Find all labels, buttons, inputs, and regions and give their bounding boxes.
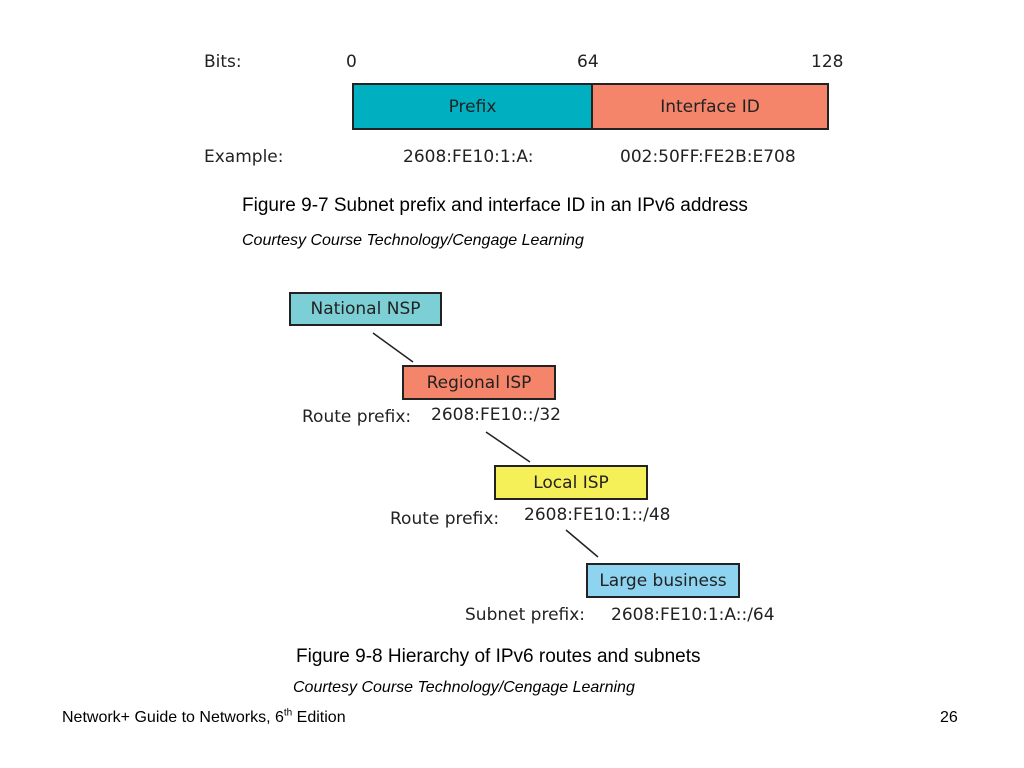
- node-national-nsp-label: National NSP: [310, 299, 421, 319]
- connector-nsp-regional: [372, 332, 414, 363]
- node-local-isp-label: Local ISP: [533, 472, 609, 493]
- node-large-business: Large business: [586, 563, 740, 598]
- page-number: 26: [940, 709, 958, 726]
- subnet-prefix-label: Subnet prefix:: [465, 605, 586, 625]
- route-prefix-value-2: 2608:FE10:1::/48: [524, 505, 671, 525]
- node-regional-isp: Regional ISP: [402, 365, 556, 400]
- figure-9-8-caption: Figure 9-8 Hierarchy of IPv6 routes and …: [296, 646, 701, 667]
- prefix-label: Prefix: [448, 96, 497, 117]
- bit-tick-128: 128: [811, 52, 844, 72]
- connector-regional-local: [485, 431, 531, 463]
- interface-id-label: Interface ID: [660, 96, 760, 117]
- bits-label: Bits:: [204, 52, 242, 72]
- route-prefix-label-1: Route prefix:: [302, 407, 412, 427]
- node-large-business-label: Large business: [599, 570, 727, 591]
- route-prefix-value-1: 2608:FE10::/32: [431, 405, 561, 425]
- subnet-prefix-value: 2608:FE10:1:A::/64: [611, 605, 775, 625]
- node-regional-isp-label: Regional ISP: [426, 372, 532, 393]
- interface-id-segment: Interface ID: [591, 83, 829, 130]
- example-prefix-value: 2608:FE10:1:A:: [403, 147, 534, 167]
- figure-9-7-caption: Figure 9-7 Subnet prefix and interface I…: [242, 195, 748, 216]
- prefix-segment: Prefix: [352, 83, 593, 130]
- node-national-nsp: National NSP: [289, 292, 442, 326]
- footer-title-suffix: Edition: [292, 709, 346, 726]
- example-label: Example:: [204, 147, 284, 167]
- node-local-isp: Local ISP: [494, 465, 648, 500]
- connector-local-business: [565, 529, 599, 558]
- example-interface-value: 002:50FF:FE2B:E708: [620, 147, 796, 167]
- footer-title-main: Network+ Guide to Networks, 6: [62, 709, 284, 726]
- route-prefix-label-2: Route prefix:: [390, 509, 500, 529]
- footer-title-sup: th: [283, 707, 293, 719]
- bit-tick-64: 64: [577, 52, 599, 72]
- bit-tick-0: 0: [346, 52, 357, 72]
- figure-9-7-credit: Courtesy Course Technology/Cengage Learn…: [242, 232, 584, 249]
- figure-9-8-credit: Courtesy Course Technology/Cengage Learn…: [293, 679, 635, 696]
- footer-book-title: Network+ Guide to Networks, 6th Edition: [62, 707, 346, 727]
